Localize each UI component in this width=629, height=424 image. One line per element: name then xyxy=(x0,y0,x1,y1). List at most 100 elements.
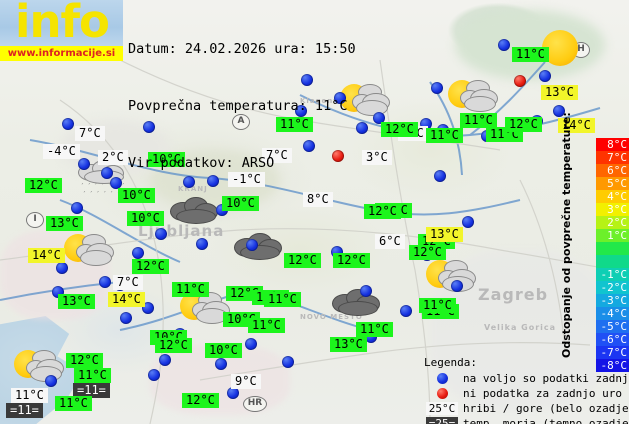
road-shield-hr: HR xyxy=(243,396,267,412)
temperature-label: 10°C xyxy=(118,188,155,203)
station-marker[interactable] xyxy=(110,177,122,189)
map-place-label: NOVO MESTO xyxy=(300,313,363,321)
blue-dot-icon xyxy=(436,373,448,384)
scale-row: 7°C xyxy=(596,151,629,164)
temperature-label: 7°C xyxy=(262,148,292,163)
temperature-label: 11°C xyxy=(426,128,463,143)
road-shield-a: A xyxy=(232,114,250,130)
legend-key-red-dot xyxy=(424,388,460,399)
temperature-label: 8°C xyxy=(303,192,333,207)
map-place-label: Zagreb xyxy=(478,285,549,304)
scale-row: -7°C xyxy=(596,346,629,359)
scale-row: 4°C xyxy=(596,190,629,203)
station-marker[interactable] xyxy=(45,375,57,387)
scale-row: -2°C xyxy=(596,281,629,294)
station-marker[interactable] xyxy=(183,176,195,188)
scale-row: -6°C xyxy=(596,333,629,346)
dark-cloud-icon xyxy=(232,232,290,272)
temperature-label: 13°C xyxy=(330,337,367,352)
station-marker-no-data[interactable] xyxy=(514,75,526,87)
red-dot-icon xyxy=(436,388,448,399)
station-marker[interactable] xyxy=(142,302,154,314)
station-marker[interactable] xyxy=(155,228,167,240)
station-marker[interactable] xyxy=(227,387,239,399)
temperature-label: 12°C xyxy=(409,245,446,260)
temperature-label: 12°C xyxy=(381,122,418,137)
station-marker[interactable] xyxy=(431,82,443,94)
temperature-label: 6°C xyxy=(375,234,405,249)
station-marker[interactable] xyxy=(215,358,227,370)
station-marker[interactable] xyxy=(62,118,74,130)
road-shield-i: I xyxy=(26,212,44,228)
temperature-label: 12°C xyxy=(132,259,169,274)
station-marker[interactable] xyxy=(334,92,346,104)
legend-rows: na voljo so podatki zadnje ure ni podatka… xyxy=(424,371,629,424)
station-marker[interactable] xyxy=(143,121,155,133)
temperature-label: 12°C xyxy=(505,117,542,132)
station-marker[interactable] xyxy=(120,312,132,324)
station-marker[interactable] xyxy=(434,170,446,182)
temperature-label: 11°C xyxy=(172,282,209,297)
station-marker[interactable] xyxy=(132,247,144,259)
temperature-label: 13°C xyxy=(426,227,463,242)
station-marker[interactable] xyxy=(71,202,83,214)
sun-behind-cloud-icon xyxy=(12,348,70,388)
station-marker[interactable] xyxy=(301,74,313,86)
temperature-label: 7°C xyxy=(75,126,105,141)
station-marker[interactable] xyxy=(246,239,258,251)
temperature-label: 14°C xyxy=(28,248,65,263)
legend-title: Legenda: xyxy=(424,356,477,369)
scale-row: -3°C xyxy=(596,294,629,307)
map-place-label: KRANJ xyxy=(178,185,208,193)
sea-temp-sample: =25= xyxy=(425,417,459,424)
station-marker[interactable] xyxy=(553,105,565,117)
temperature-label: 11°C xyxy=(460,113,497,128)
station-marker[interactable] xyxy=(282,356,294,368)
station-marker[interactable] xyxy=(56,262,68,274)
station-marker[interactable] xyxy=(101,167,113,179)
temperature-label: 12°C xyxy=(364,204,401,219)
station-marker[interactable] xyxy=(303,140,315,152)
temperature-label: 11°C xyxy=(74,368,111,383)
temperature-label: 12°C xyxy=(284,253,321,268)
temperature-label: 11°C xyxy=(55,396,92,411)
header-info: Datum: 24.02.2026 ura: 15:50 Povprečna t… xyxy=(128,2,356,211)
scale-row xyxy=(596,242,629,255)
temperature-label: 12°C xyxy=(155,338,192,353)
temperature-label: 3°C xyxy=(362,150,392,165)
legend-item: ni podatka za zadnjo uro xyxy=(424,386,624,401)
station-marker[interactable] xyxy=(148,369,160,381)
station-marker[interactable] xyxy=(462,216,474,228)
station-marker[interactable] xyxy=(360,285,372,297)
site-logo[interactable]: info www.informacije.si xyxy=(0,0,123,61)
logo-wordmark: info xyxy=(15,0,110,48)
temperature-label: 13°C xyxy=(46,216,83,231)
station-marker[interactable] xyxy=(451,280,463,292)
scale-title: Odstopanje od povprečne temperature: xyxy=(560,112,573,358)
station-marker[interactable] xyxy=(99,276,111,288)
station-marker[interactable] xyxy=(78,158,90,170)
station-marker[interactable] xyxy=(539,70,551,82)
station-marker[interactable] xyxy=(159,354,171,366)
map-place-label: Klagenfurt xyxy=(300,97,353,105)
station-marker[interactable] xyxy=(245,338,257,350)
station-marker-no-data[interactable] xyxy=(332,150,344,162)
station-marker[interactable] xyxy=(295,105,307,117)
station-marker[interactable] xyxy=(356,122,368,134)
temperature-label: 11°C xyxy=(276,117,313,132)
station-marker[interactable] xyxy=(400,305,412,317)
station-marker[interactable] xyxy=(498,39,510,51)
temperature-label: -4°C xyxy=(43,144,80,159)
legend-item: na voljo so podatki zadnje ure xyxy=(424,371,629,386)
station-marker[interactable] xyxy=(207,175,219,187)
temperature-label: -1°C xyxy=(228,172,265,187)
temperature-label: 12°C xyxy=(25,178,62,193)
temperature-label: 14°C xyxy=(558,118,595,133)
temperature-label: 9°C xyxy=(231,374,261,389)
station-marker[interactable] xyxy=(196,238,208,250)
scale-row: 5°C xyxy=(596,177,629,190)
scale-row xyxy=(596,255,629,268)
scale-row: -5°C xyxy=(596,320,629,333)
temperature-label: 2°C xyxy=(98,150,128,165)
station-marker[interactable] xyxy=(373,112,385,124)
